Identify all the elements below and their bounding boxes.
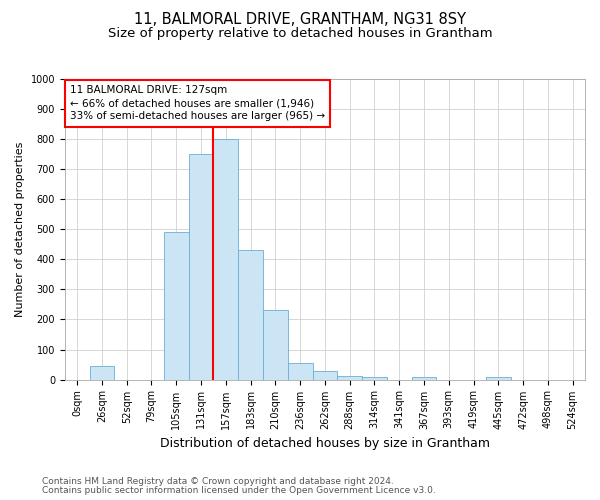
Text: Contains HM Land Registry data © Crown copyright and database right 2024.: Contains HM Land Registry data © Crown c… [42, 477, 394, 486]
Bar [214, 139, 238, 380]
Bar [337, 376, 362, 380]
Bar [486, 377, 511, 380]
Y-axis label: Number of detached properties: Number of detached properties [15, 142, 25, 317]
Text: Contains public sector information licensed under the Open Government Licence v3: Contains public sector information licen… [42, 486, 436, 495]
Bar [238, 250, 263, 380]
Bar [188, 154, 214, 380]
Bar [412, 377, 436, 380]
Bar [362, 376, 387, 380]
Bar [89, 366, 115, 380]
X-axis label: Distribution of detached houses by size in Grantham: Distribution of detached houses by size … [160, 437, 490, 450]
Bar [263, 310, 288, 380]
Text: 11, BALMORAL DRIVE, GRANTHAM, NG31 8SY: 11, BALMORAL DRIVE, GRANTHAM, NG31 8SY [134, 12, 466, 28]
Bar [313, 370, 337, 380]
Text: 11 BALMORAL DRIVE: 127sqm
← 66% of detached houses are smaller (1,946)
33% of se: 11 BALMORAL DRIVE: 127sqm ← 66% of detac… [70, 85, 325, 122]
Bar [164, 232, 188, 380]
Text: Size of property relative to detached houses in Grantham: Size of property relative to detached ho… [107, 28, 493, 40]
Bar [288, 363, 313, 380]
